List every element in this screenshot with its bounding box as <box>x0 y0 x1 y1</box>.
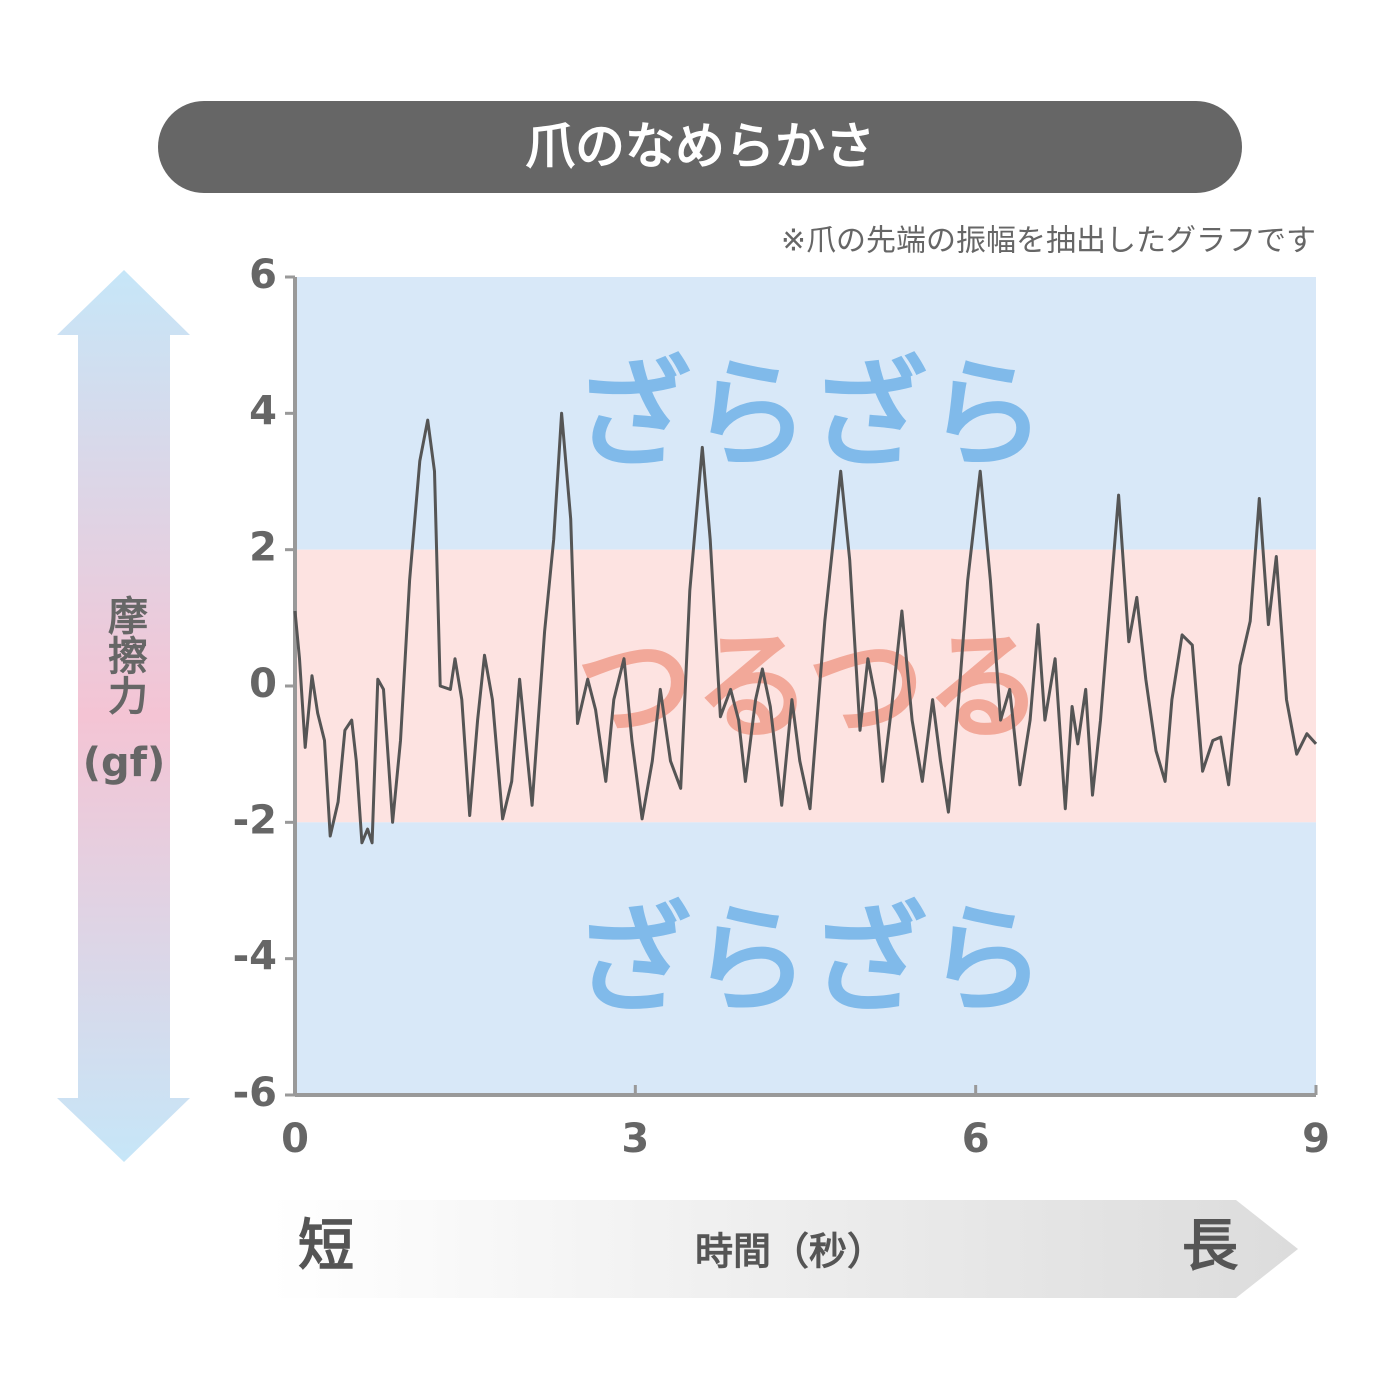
band-label: ざらざら <box>573 346 1045 484</box>
x-arrow <box>270 1200 1298 1298</box>
band-label: ざらざら <box>573 891 1045 1029</box>
band-label: つるつる <box>576 618 1043 756</box>
chart-title: 爪のなめらかさ <box>525 118 875 176</box>
title-bar <box>158 101 1242 193</box>
y-tick-label: 4 <box>249 388 277 434</box>
x-long: 長 <box>1182 1214 1239 1279</box>
x-tick-label: 6 <box>962 1116 990 1162</box>
x-label: 時間（秒） <box>695 1230 885 1274</box>
x-tick-label: 0 <box>281 1116 309 1162</box>
y-tick-label: 6 <box>249 252 277 298</box>
band <box>295 277 1316 550</box>
y-tick-label: -4 <box>233 934 277 980</box>
x-tick-label: 9 <box>1302 1116 1330 1162</box>
y-tick-label: -6 <box>233 1070 277 1116</box>
band <box>295 822 1316 1095</box>
note: ※爪の先端の振幅を抽出したグラフです <box>781 224 1316 259</box>
y-tick-label: 0 <box>249 661 277 707</box>
y-tick-label: 2 <box>249 525 277 571</box>
x-short: 短 <box>298 1214 354 1279</box>
line <box>293 411 1318 845</box>
y-arrow <box>57 270 190 1162</box>
y-label: 摩擦力 <box>101 595 148 716</box>
y-unit: (gf) <box>83 740 166 786</box>
x-tick-label: 3 <box>621 1116 649 1162</box>
y-tick-label: -2 <box>233 797 277 843</box>
